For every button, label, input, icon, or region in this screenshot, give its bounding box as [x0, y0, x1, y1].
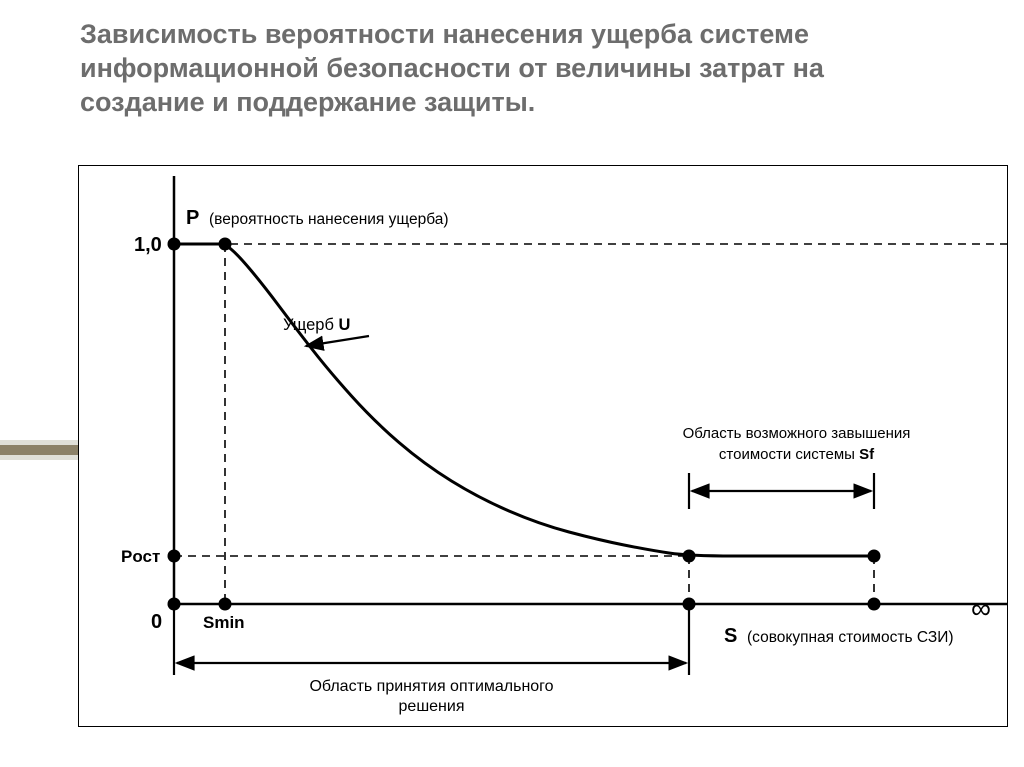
label-S: S	[724, 625, 737, 647]
label-P-note: (вероятность нанесения ущерба)	[209, 211, 449, 228]
page-title: Зависимость вероятности нанесения ущерба…	[80, 18, 880, 119]
label-1.0: 1,0	[134, 234, 162, 256]
chart-svg: P (вероятность нанесения ущерба) 1,0 Pос…	[79, 166, 1007, 726]
label-sf-line2: стоимости системы Sf	[719, 446, 875, 463]
damage-curve	[174, 244, 874, 556]
label-infinity: ∞	[971, 593, 991, 624]
label-ushcherb: Ущерб U	[283, 316, 350, 334]
ushcherb-arrow	[306, 336, 369, 346]
label-zero: 0	[151, 611, 162, 633]
chart-frame: P (вероятность нанесения ущерба) 1,0 Pос…	[78, 165, 1008, 727]
label-Post: Pост	[121, 547, 160, 566]
label-opt-line2: решения	[399, 698, 465, 715]
label-S-note: (совокупная стоимость СЗИ)	[747, 629, 954, 646]
label-Smin: Smin	[203, 613, 245, 632]
label-opt-line1: Область принятия оптимального	[309, 678, 553, 695]
label-sf-line1: Область возможного завышения	[683, 425, 911, 442]
label-P: P	[186, 207, 199, 229]
